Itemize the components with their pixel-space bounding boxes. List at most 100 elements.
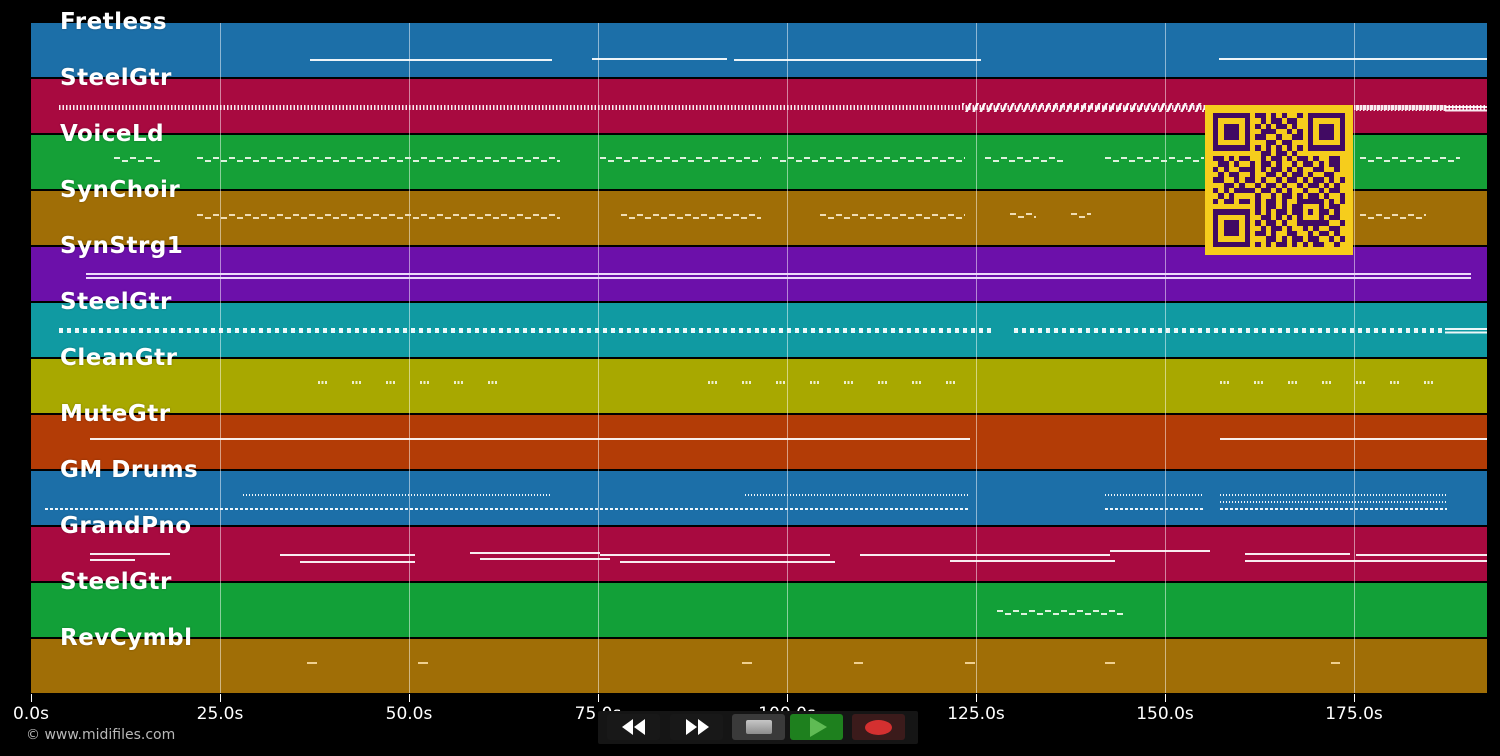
note-segment [1220,507,1447,510]
note-segment [45,507,970,510]
qr-module [1265,150,1272,156]
qr-module [1244,113,1250,119]
note-segment [820,213,966,220]
qr-module [1213,188,1219,194]
qr-module [1223,166,1229,172]
qr-module [1292,118,1298,124]
axis-tick-0.0s [31,694,32,702]
qr-module [1276,177,1282,183]
qr-module [1286,230,1293,237]
qr-module [1334,214,1340,221]
qr-module [1260,150,1266,156]
qr-module [1334,161,1340,167]
qr-module [1276,214,1282,221]
qr-module [1271,166,1277,172]
note-segment [1330,661,1341,664]
qr-module [1313,166,1319,172]
qr-module [1265,123,1272,130]
note-segment [1355,554,1488,557]
qr-module [1260,214,1266,221]
qr-module [1318,209,1324,215]
qr-module [1318,177,1324,183]
qr-module [1281,241,1287,247]
qr-module [1297,134,1303,140]
qr-module [1260,177,1266,183]
play-button[interactable] [790,714,843,740]
note-segment [300,560,416,563]
gridline-125s [976,23,977,693]
axis-tick-150.0s [1165,694,1166,702]
qr-module [1313,220,1319,226]
note-segment [89,553,171,555]
note-segment [600,554,831,557]
qr-module [1339,113,1345,119]
axis-tick-100.0s [787,694,788,702]
qr-module [1228,209,1235,215]
record-button[interactable] [852,714,905,740]
track-label-synchoir: SynChoir [60,176,181,203]
qr-module [1276,134,1282,140]
qr-module [1281,113,1287,119]
rewind-button[interactable] [607,714,660,740]
qr-module [1228,220,1235,226]
qr-module [1308,134,1314,140]
qr-module [1297,171,1303,178]
qr-module [1271,171,1277,178]
qr-module [1297,145,1303,151]
qr-module [1323,134,1330,140]
axis-tick-75.0s [598,694,599,702]
qr-module [1223,198,1229,205]
qr-module [1292,161,1298,167]
note-segment [306,661,317,664]
qr-module [1297,220,1303,226]
qr-module [1234,209,1240,215]
qr-module [1223,129,1229,135]
qr-module [1302,177,1309,183]
note-segment [962,102,1205,112]
qr-module [1260,118,1266,124]
qr-module [1255,193,1261,199]
qr-module [1223,230,1229,237]
note-segment [1245,553,1351,555]
qr-module [1276,188,1282,194]
track-band-mutegtr [31,415,1487,469]
qr-module [1318,129,1324,135]
qr-module [1281,220,1287,226]
axis-tick-label: 150.0s [1136,704,1194,724]
note-segment [1010,212,1037,219]
qr-module [1213,241,1219,247]
axis-tick-label: 25.0s [196,704,244,724]
note-segment [620,213,761,220]
play-icon [810,717,827,737]
qr-module [1308,182,1314,189]
track-label-steelgtr: SteelGtr [60,568,172,595]
track-label-gm-drums: GM Drums [60,456,199,483]
qr-module [1223,161,1229,167]
stop-button[interactable] [732,714,785,740]
axis-tick-175.0s [1354,694,1355,702]
qr-module [1244,166,1250,172]
qr-module [1244,123,1250,130]
qr-module [1286,225,1293,231]
qr-module [1223,134,1229,140]
qr-module [1234,177,1240,183]
qr-module [1292,123,1298,130]
qr-module [1213,155,1219,162]
fast-forward-button[interactable] [670,714,723,740]
axis-tick-50.0s [409,694,410,702]
gridline-150s [1165,23,1166,693]
qr-module [1234,230,1240,237]
qr-module [1265,241,1272,247]
qr-module [1223,188,1229,194]
qr-module [1339,123,1345,130]
note-segment [86,276,1472,279]
qr-module [1265,188,1272,194]
qr-module [1313,177,1319,183]
qr-module [1260,113,1266,119]
note-segment [1245,560,1488,563]
qr-module [1308,123,1314,130]
qr-module [1323,230,1330,237]
qr-module [1239,241,1245,247]
track-label-steelgtr: SteelGtr [60,64,172,91]
qr-module [1223,220,1229,226]
